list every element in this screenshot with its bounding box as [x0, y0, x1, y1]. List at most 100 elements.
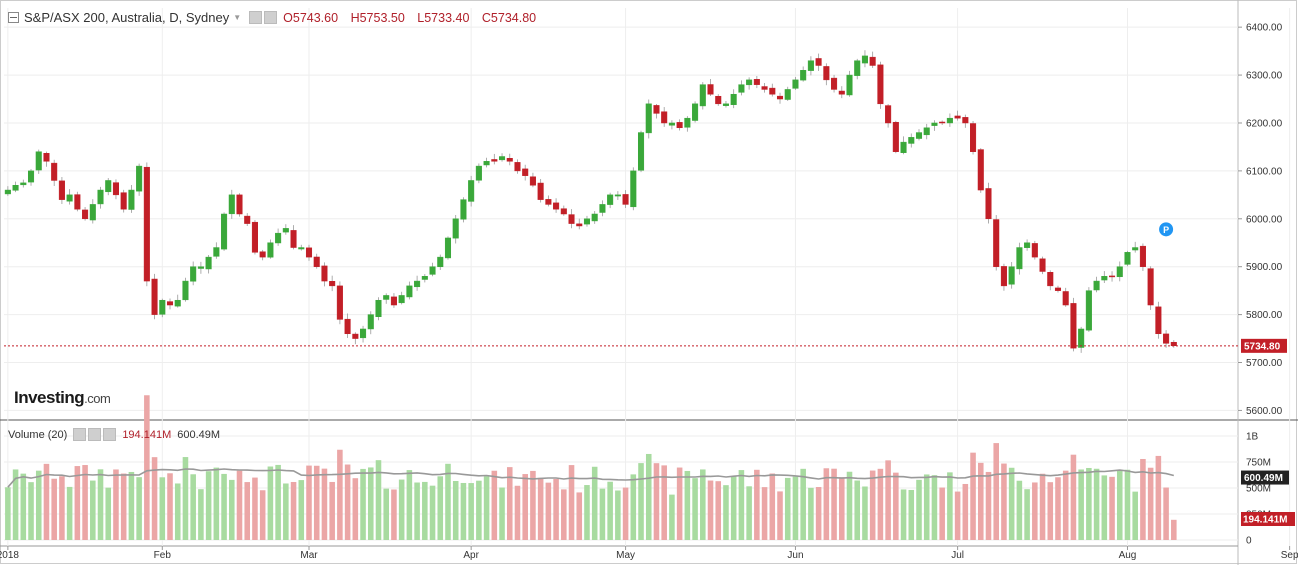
- candle: [1031, 240, 1038, 260]
- collapse-toggle-icon[interactable]: [8, 12, 19, 23]
- candle: [591, 211, 598, 224]
- candle: [668, 120, 675, 130]
- candle-body: [792, 79, 799, 89]
- time-tick-label: 2018: [0, 550, 19, 561]
- volume-bar: [43, 463, 50, 540]
- candle-body: [1147, 268, 1154, 306]
- volume-ma-badge: [1241, 470, 1289, 485]
- candle: [722, 100, 729, 108]
- candle: [637, 130, 645, 173]
- candle: [429, 262, 436, 277]
- volume-bar: [290, 481, 297, 540]
- candle-body: [1016, 247, 1023, 270]
- candle-body: [251, 221, 258, 253]
- candle-body: [499, 156, 506, 161]
- candle: [599, 200, 606, 217]
- candle-body: [1000, 266, 1007, 287]
- volume-bar: [105, 487, 112, 540]
- candle-body: [383, 295, 390, 300]
- settings-icon[interactable]: [264, 11, 278, 24]
- candle-body: [213, 247, 220, 257]
- candle-body: [483, 161, 490, 166]
- candle-body: [267, 242, 274, 258]
- high-value: H5753.50: [350, 10, 405, 25]
- candle-body: [27, 170, 35, 183]
- candle: [1008, 262, 1015, 289]
- candle-body: [877, 64, 884, 105]
- volume-bar: [545, 482, 552, 540]
- candle: [583, 215, 591, 227]
- volume-bar: [1032, 482, 1038, 540]
- time-tick-label: Jul: [951, 550, 964, 561]
- candle: [336, 281, 343, 325]
- volume-bar: [993, 443, 999, 540]
- candle-body: [244, 215, 251, 224]
- chevron-down-icon[interactable]: ▼: [233, 13, 242, 22]
- candle-body: [112, 182, 119, 196]
- price-tick-label: 6200.00: [1246, 118, 1283, 129]
- volume-bar: [229, 479, 235, 540]
- time-tick-label: Sep: [1281, 550, 1298, 561]
- volume-bar: [460, 482, 467, 540]
- volume-bar: [846, 471, 853, 540]
- volume-bar: [74, 466, 81, 540]
- volume-bar: [167, 473, 173, 540]
- candle: [236, 193, 243, 217]
- candle-body: [344, 318, 351, 335]
- candle-body: [305, 247, 313, 258]
- volume-bar: [35, 470, 42, 540]
- candle-body: [846, 74, 853, 96]
- candle-body: [769, 87, 776, 95]
- candle-body: [692, 103, 699, 121]
- volume-bar: [615, 490, 621, 540]
- volume-bar: [715, 481, 722, 540]
- eye-icon[interactable]: [73, 428, 87, 441]
- last-price-label: 5734.80: [1244, 341, 1281, 352]
- volume-bar: [908, 489, 915, 540]
- candle: [823, 63, 830, 86]
- eye-icon[interactable]: [249, 11, 263, 24]
- candle-body: [537, 182, 544, 200]
- volume-bar: [1078, 469, 1084, 540]
- volume-bar: [1155, 455, 1162, 540]
- candle-body: [807, 60, 814, 71]
- volume-bar: [174, 483, 181, 540]
- candle: [939, 120, 946, 125]
- volume-bar: [707, 480, 714, 540]
- candle-body: [375, 299, 382, 318]
- candle-body: [1116, 266, 1123, 278]
- symbol-title[interactable]: S&P/ASX 200, Australia, D, Sydney: [24, 10, 230, 25]
- candle-body: [908, 137, 915, 144]
- volume-bar: [923, 474, 930, 540]
- candle: [491, 153, 498, 165]
- candle-body: [159, 299, 166, 315]
- candle-body: [869, 56, 876, 66]
- volume-bar: [12, 469, 19, 540]
- candle: [614, 191, 621, 200]
- volume-bar: [885, 460, 891, 540]
- candle: [475, 163, 482, 184]
- candle: [143, 162, 150, 287]
- volume-bar: [1171, 519, 1177, 540]
- candle: [861, 50, 868, 68]
- price-tick-label: 5800.00: [1246, 310, 1283, 321]
- candle: [753, 76, 760, 89]
- candle-body: [1139, 245, 1146, 267]
- volume-bar: [506, 467, 513, 540]
- volume-bar: [669, 494, 675, 540]
- candle: [807, 56, 814, 76]
- candle-body: [939, 121, 946, 124]
- candle: [784, 86, 791, 101]
- candle: [815, 53, 822, 71]
- volume-bar: [800, 468, 806, 540]
- open-value: O5743.60: [283, 10, 339, 25]
- candle-body: [838, 90, 845, 95]
- settings-icon[interactable]: [88, 428, 102, 441]
- candle: [444, 236, 452, 260]
- close-icon[interactable]: [103, 428, 117, 441]
- candle-body: [506, 158, 513, 162]
- volume-bar: [537, 477, 544, 540]
- volume-bar: [367, 467, 374, 540]
- volume-last-value: 194.141M: [122, 428, 172, 441]
